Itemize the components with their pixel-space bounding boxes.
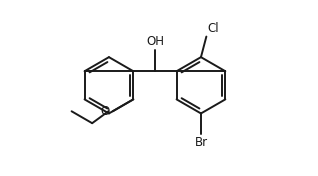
Text: OH: OH [146, 35, 164, 48]
Text: O: O [101, 105, 110, 118]
Text: Br: Br [194, 136, 208, 149]
Text: Cl: Cl [207, 22, 219, 35]
